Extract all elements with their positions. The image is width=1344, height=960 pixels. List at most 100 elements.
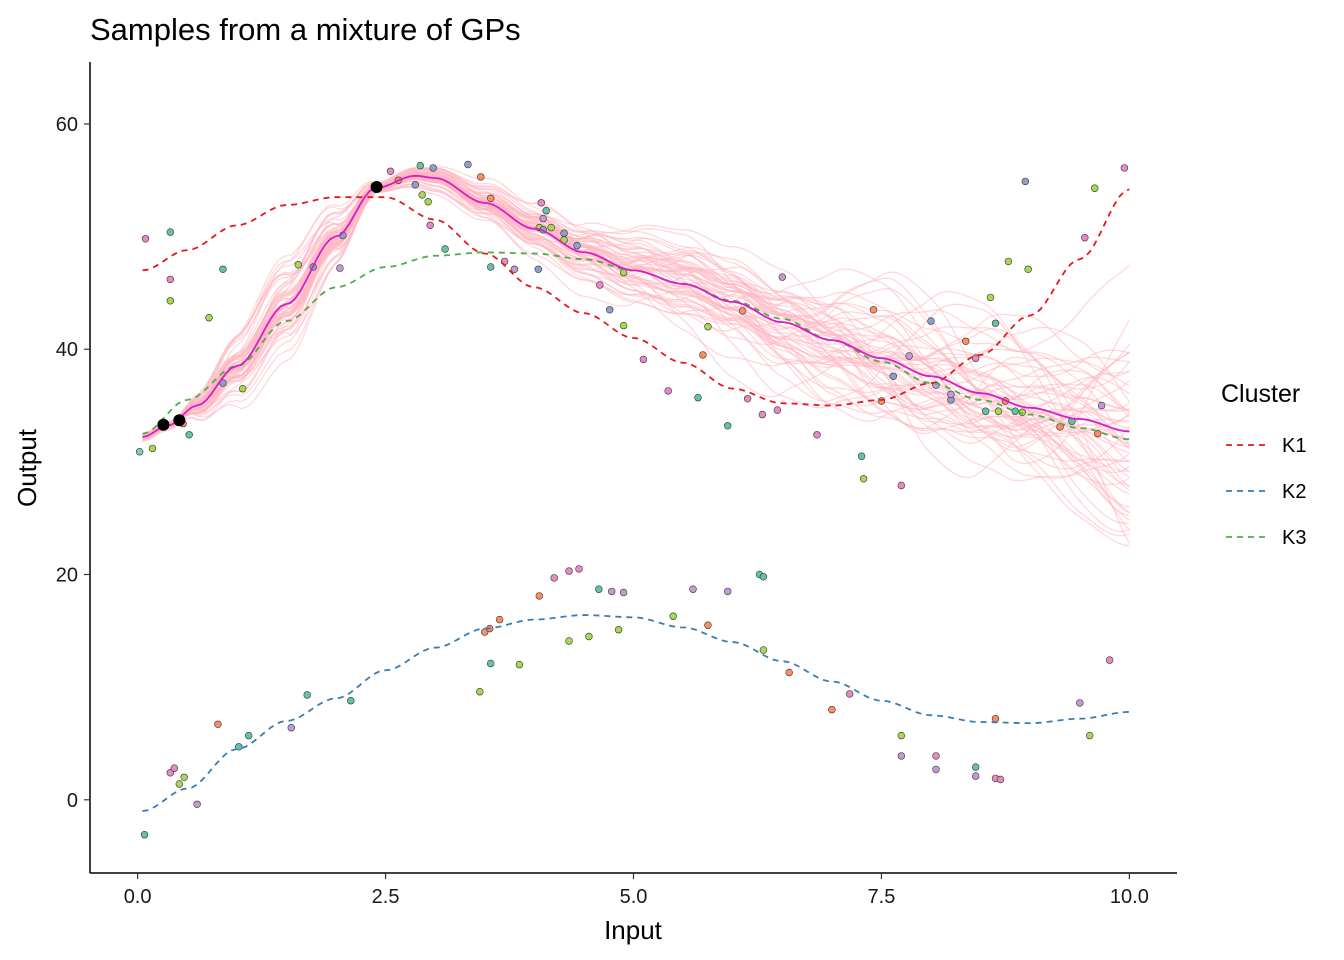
observation-point [287,723,295,732]
observation-point [994,407,1003,415]
observation-point [510,265,519,273]
posterior-sample-line [142,171,1130,533]
observation-point [175,780,184,788]
observation-point [986,293,995,302]
observation-point [773,406,781,414]
posterior-sample-line [142,172,1130,478]
legend-label-k2: K2 [1282,481,1306,503]
observation-point [991,714,1000,723]
observation-point [596,281,604,289]
observation-point [180,773,188,781]
y-tick-label: 40 [56,339,78,361]
posterior-sample-line [142,183,1130,524]
observation-point [166,769,175,777]
observation-point [981,407,990,415]
y-axis-title: Output [12,428,42,507]
observation-point [704,621,712,629]
observation-point [639,355,648,364]
observation-point [743,395,752,403]
observation-point [464,160,472,169]
observation-point [585,632,593,641]
ticks: 0.0 2.5 5.0 7.5 10.0 0 20 40 60 [56,114,1149,908]
prediction-layer [142,174,1130,438]
observation-point [219,265,227,273]
posterior-sample-line [142,171,1130,463]
observation-point [758,410,767,419]
observation-point [905,352,913,360]
observation-point [845,690,854,698]
observation-point [897,731,905,740]
legend-title: Cluster [1221,380,1300,408]
posterior-sample-line [142,183,1130,514]
observation-point [166,275,175,284]
observation-point [347,696,355,705]
observation-point [487,263,495,271]
observation-point [991,319,1000,327]
observation-point [565,567,573,575]
observation-point [140,830,149,839]
observation-point [607,587,616,596]
x-tick-label: 0.0 [124,886,152,908]
posterior-sample-line [142,175,1130,479]
y-tick-label: 0 [67,790,78,812]
observation-point [996,775,1005,784]
posterior-sample-line [142,167,1130,442]
observation-point [235,743,243,751]
observation-point [537,199,545,207]
observation-point [813,431,821,439]
observation-point [704,323,712,331]
posterior-sample-line [142,168,1130,442]
observation-point [897,752,905,760]
observation-point [303,691,311,699]
observation-point [336,264,344,272]
observation-point [185,431,193,439]
observation-point [619,321,628,330]
observation-point [239,385,247,393]
chart-title: Samples from a mixture of GPs [90,12,521,47]
cluster-mean-k1 [142,188,1130,407]
legend: Cluster K1 K2 K3 [1221,380,1306,549]
observation-point [429,164,437,172]
prediction-mean-line [142,174,1130,438]
observation-point [441,245,449,253]
observation-point [971,354,980,362]
observation-point [619,268,628,277]
observation-point [778,273,786,281]
observation-point [245,731,253,740]
observation-point [828,705,836,714]
observation-point [515,660,524,669]
observation-point [166,228,175,236]
observation-point [759,646,768,654]
observation-point [418,191,426,199]
training-point [370,181,383,193]
observation-point [141,235,150,243]
observation-point [1004,257,1013,266]
observation-point [135,448,144,456]
training-point [157,418,170,431]
posterior-sample-line [142,174,1130,474]
observation-point [1011,407,1019,415]
x-tick-label: 7.5 [868,886,896,908]
observation-point [1120,164,1129,172]
observation-point [689,585,697,593]
posterior-sample-line [142,171,1130,513]
cluster-mean-k3 [142,251,1130,441]
observation-point [927,317,935,325]
observation-point [1093,430,1102,438]
y-tick-label: 60 [56,114,78,136]
x-tick-label: 5.0 [620,886,648,908]
observation-point [694,394,702,402]
observation-point [534,265,542,273]
observation-point [416,161,424,170]
posterior-sample-line [142,177,1130,482]
observation-point [487,194,495,203]
posterior-sample-line [142,185,1130,508]
observation-point [547,223,555,232]
posterior-sample-line [142,178,1130,547]
observation-point [897,481,905,490]
legend-label-k1: K1 [1282,435,1306,457]
observation-point [539,214,547,223]
observation-point [595,585,603,593]
legend-label-k3: K3 [1282,527,1306,549]
observation-point [476,687,484,696]
